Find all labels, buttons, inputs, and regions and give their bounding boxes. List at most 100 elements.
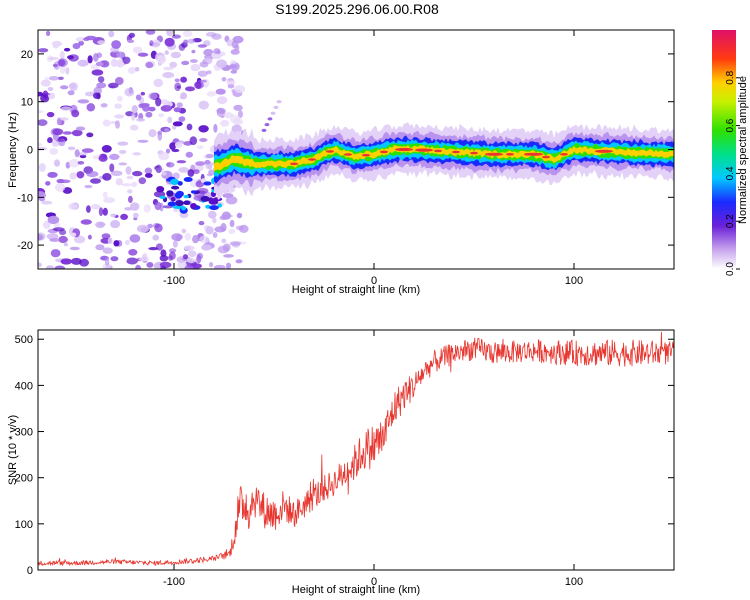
noise-blob <box>167 116 173 124</box>
signal-cluster-blob <box>183 177 193 182</box>
noise-blob <box>69 172 77 180</box>
signal-cluster-blob <box>171 185 180 190</box>
signal-band-hotspot <box>542 155 550 159</box>
noise-blob <box>132 152 141 156</box>
signal-band-hotspot <box>326 150 334 153</box>
noise-blob <box>225 196 238 205</box>
noise-blob <box>77 161 85 165</box>
noise-blob <box>44 76 49 84</box>
y-tick-label: 10 <box>21 97 33 109</box>
noise-blob <box>198 221 205 226</box>
y-tick-label: 500 <box>15 334 33 346</box>
noise-blob <box>137 52 149 57</box>
noise-blob <box>108 82 119 89</box>
noise-blob <box>273 105 279 109</box>
noise-blob <box>143 204 151 213</box>
noise-blob <box>110 220 121 229</box>
noise-blob <box>197 70 208 77</box>
x-tick-label: -100 <box>163 576 185 588</box>
noise-blob <box>155 97 162 107</box>
noise-blob <box>136 224 149 233</box>
noise-blob <box>183 245 195 251</box>
noise-blob <box>148 129 157 138</box>
signal-cluster-blob <box>170 178 180 185</box>
noise-blob <box>74 149 80 158</box>
noise-blob <box>110 213 117 218</box>
signal-cluster-blob <box>203 181 212 186</box>
noise-blob <box>163 66 174 71</box>
noise-blob <box>187 169 195 177</box>
noise-blob <box>148 106 156 112</box>
noise-blob <box>221 238 227 244</box>
noise-blob <box>107 237 113 244</box>
noise-blob <box>95 62 104 67</box>
noise-blob <box>115 120 120 129</box>
noise-blob <box>93 92 101 99</box>
signal-cluster-blob <box>183 195 190 199</box>
y-tick-label: 200 <box>15 473 33 485</box>
noise-blob <box>74 235 86 244</box>
noise-blob <box>211 33 222 40</box>
noise-blob <box>54 182 66 192</box>
noise-blob <box>189 136 198 146</box>
noise-blob <box>221 211 231 220</box>
noise-blob <box>47 171 58 178</box>
noise-blob <box>118 149 127 154</box>
snr-axes: -100 0 100 0 100 200 300 400 500 <box>15 330 674 588</box>
noise-blob <box>172 172 180 180</box>
colorbar-tick-label: 0.4 <box>725 166 736 180</box>
noise-blob <box>199 138 208 142</box>
noise-blob <box>223 112 234 119</box>
noise-blob <box>174 78 180 83</box>
noise-blob <box>121 183 133 187</box>
noise-blob <box>234 85 246 94</box>
noise-blob <box>131 181 138 188</box>
noise-blob <box>216 107 226 114</box>
noise-blob <box>68 203 78 210</box>
noise-blob <box>138 177 147 185</box>
noise-blob <box>212 217 217 224</box>
noise-blob <box>200 178 206 184</box>
noise-blob <box>38 48 49 53</box>
noise-blob <box>136 118 146 122</box>
noise-blob <box>197 44 207 48</box>
noise-blob <box>68 158 80 168</box>
noise-blob <box>154 201 162 211</box>
noise-blob <box>183 39 189 45</box>
noise-blob <box>276 100 282 104</box>
signal-band-hotspot <box>362 153 370 157</box>
signal-band-hotspot <box>290 162 298 166</box>
noise-blob <box>124 87 135 97</box>
noise-blob <box>180 76 188 83</box>
noise-blob <box>166 30 174 37</box>
noise-blob <box>190 59 198 63</box>
noise-blob <box>46 111 55 118</box>
noise-blob <box>57 76 64 81</box>
noise-blob <box>48 76 60 81</box>
noise-blob <box>135 94 142 101</box>
noise-blob <box>59 50 65 60</box>
noise-blob <box>71 109 80 118</box>
noise-blob <box>60 106 72 112</box>
noise-blob <box>238 110 243 118</box>
noise-blob <box>71 129 83 137</box>
noise-blob <box>54 265 66 269</box>
noise-blob <box>86 205 91 213</box>
noise-blob <box>180 92 188 100</box>
noise-blob <box>111 40 121 49</box>
noise-blob <box>117 141 129 146</box>
noise-blob <box>146 262 154 268</box>
noise-blob <box>59 85 69 90</box>
noise-blob <box>145 111 153 118</box>
noise-blob <box>101 145 112 153</box>
noise-blob <box>64 47 71 52</box>
noise-blob <box>99 60 110 68</box>
noise-blob <box>270 111 276 115</box>
noise-blob <box>185 86 195 92</box>
noise-blob <box>60 117 69 121</box>
noise-blob <box>220 222 227 232</box>
noise-blob <box>77 99 90 104</box>
noise-blob <box>49 148 59 155</box>
noise-blob <box>215 88 226 95</box>
